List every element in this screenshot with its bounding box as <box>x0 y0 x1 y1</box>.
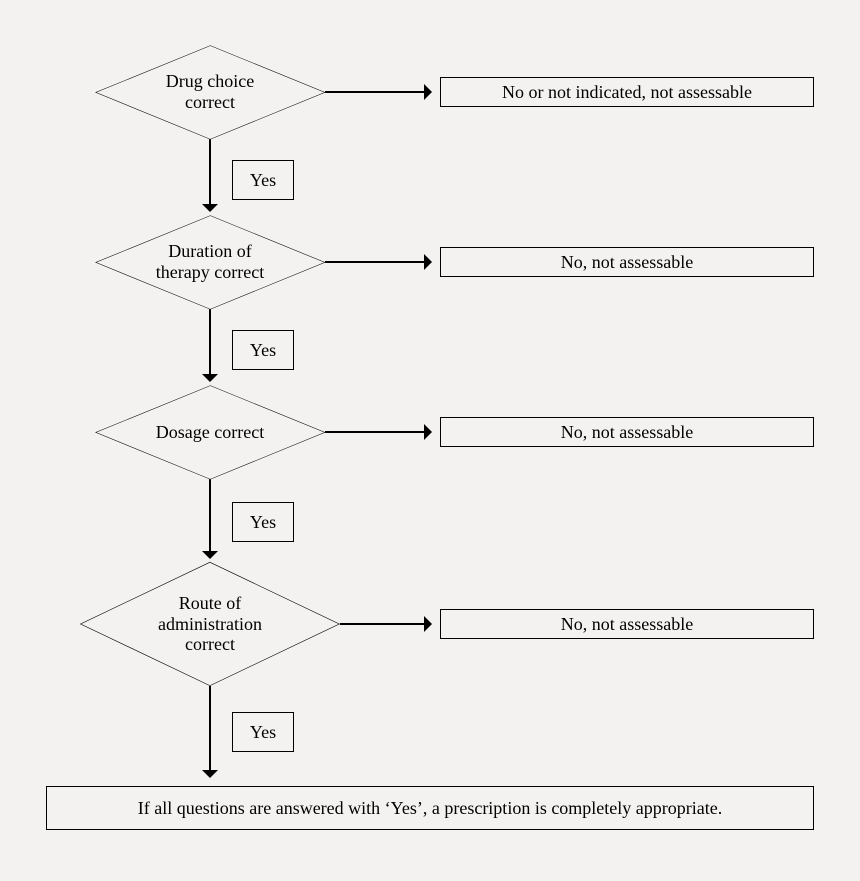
arrow-down-drug-choice <box>209 139 211 204</box>
decision-dosage: Dosage correct <box>95 385 325 479</box>
arrowhead-right-icon <box>424 424 432 440</box>
arrowhead-right-icon <box>424 84 432 100</box>
final-statement: If all questions are answered with ‘Yes’… <box>46 786 814 830</box>
decision-label: Dosage correct <box>95 385 325 479</box>
decision-label: Duration oftherapy correct <box>95 215 325 309</box>
outcome-dosage: No, not assessable <box>440 417 814 447</box>
yes-label-drug-choice: Yes <box>232 160 294 200</box>
decision-drug-choice: Drug choicecorrect <box>95 45 325 139</box>
yes-label-dosage: Yes <box>232 502 294 542</box>
decision-label: Route ofadministrationcorrect <box>80 562 340 686</box>
outcome-drug-choice: No or not indicated, not assessable <box>440 77 814 107</box>
yes-label-duration: Yes <box>232 330 294 370</box>
decision-route: Route ofadministrationcorrect <box>80 562 340 686</box>
arrowhead-right-icon <box>424 616 432 632</box>
yes-label-route: Yes <box>232 712 294 752</box>
flowchart-canvas: Drug choicecorrect No or not indicated, n… <box>0 0 860 881</box>
outcome-route: No, not assessable <box>440 609 814 639</box>
arrowhead-down-icon <box>202 374 218 382</box>
arrow-down-route <box>209 686 211 770</box>
arrowhead-down-icon <box>202 770 218 778</box>
outcome-duration: No, not assessable <box>440 247 814 277</box>
arrow-down-duration <box>209 309 211 374</box>
arrowhead-down-icon <box>202 551 218 559</box>
arrow-right-drug-choice <box>325 91 424 93</box>
arrow-right-dosage <box>325 431 424 433</box>
arrow-down-dosage <box>209 479 211 551</box>
decision-label: Drug choicecorrect <box>95 45 325 139</box>
decision-duration: Duration oftherapy correct <box>95 215 325 309</box>
arrowhead-right-icon <box>424 254 432 270</box>
arrowhead-down-icon <box>202 204 218 212</box>
arrow-right-duration <box>325 261 424 263</box>
arrow-right-route <box>340 623 424 625</box>
